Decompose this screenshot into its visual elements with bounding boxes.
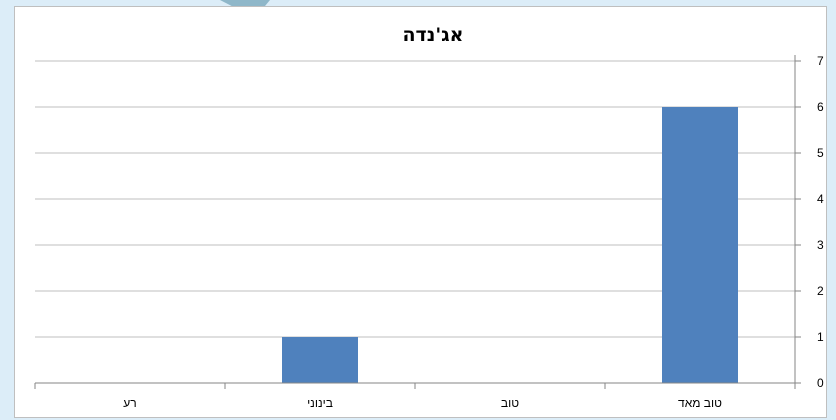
chart-title: אג'נדה <box>403 24 464 46</box>
axes <box>34 55 801 389</box>
y-tick-label: 5 <box>817 146 824 160</box>
y-tick-label: 6 <box>817 100 824 114</box>
bar-2 <box>282 337 358 383</box>
y-tick-label: 2 <box>817 284 824 298</box>
y-tick-label: 4 <box>817 192 824 206</box>
x-category-label: טוב מאד <box>678 396 722 410</box>
y-tick-label: 3 <box>817 238 824 252</box>
x-category-label: רע <box>123 396 136 410</box>
bar-0 <box>662 107 738 383</box>
x-category-label: בינוני <box>307 396 333 410</box>
y-tick-label: 0 <box>817 376 824 390</box>
chart-area: אג'נדה 0 1 2 3 4 5 6 7 טוב מאד טוב בינוני רע <box>14 6 827 418</box>
y-tick-label: 1 <box>817 330 824 344</box>
axis-labels: 0 1 2 3 4 5 6 7 טוב מאד טוב בינוני רע <box>123 54 824 410</box>
y-tick-label: 7 <box>817 54 824 68</box>
bar-chart: אג'נדה 0 1 2 3 4 5 6 7 טוב מאד טוב בינוני רע <box>34 24 824 410</box>
x-category-label: טוב <box>501 396 519 410</box>
bars <box>282 107 738 383</box>
